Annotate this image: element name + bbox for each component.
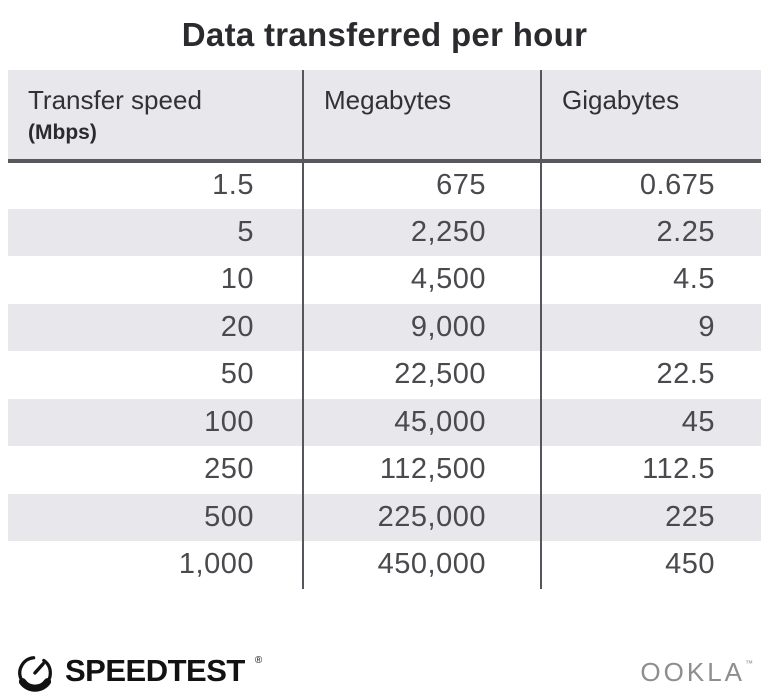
table-cell: 1,000 [178,548,254,581]
data-table: Transfer speed (Mbps) Megabytes Gigabyte… [8,70,761,589]
header-row: Transfer speed (Mbps) Megabytes Gigabyte… [8,70,761,163]
speedtest-wordmark: SPEEDTEST [65,653,245,688]
table-cell: 45,000 [302,398,541,446]
table-cell: 112.5 [540,446,761,494]
speedometer-gauge-icon [18,656,52,692]
trademark-symbol: ™ [745,659,753,668]
table-cell: 1.5 [212,169,254,202]
table-row: 500 225,000 225 [8,493,761,541]
table-cell: 10 [220,263,254,296]
column-header-label: Megabytes [324,85,452,115]
table-cell: 100 [8,398,303,446]
speedtest-logo: SPEEDTEST ® [14,650,263,692]
column-header-label: Transfer speed [28,85,202,115]
table-row: 100 45,000 45 [8,398,761,446]
table-cell: 225 [540,493,761,541]
ookla-wordmark: OOKLA [640,657,745,687]
column-header-label: Gigabytes [562,85,680,115]
column-header-gigabytes: Gigabytes [540,70,761,163]
column-header-sublabel: (Mbps) [28,121,97,144]
table-cell: 250 [204,453,254,486]
table-cell: 22,500 [302,351,541,399]
table-row: 1.5 675 0.675 [8,161,761,209]
table-cell: 45 [540,398,761,446]
table-cell: 5 [8,208,303,256]
table-cell: 4,500 [302,256,541,304]
column-header-transfer-speed: Transfer speed (Mbps) [8,70,303,163]
table-cell: 4.5 [540,256,761,304]
table-cell: 2.25 [540,208,761,256]
table-row: 1,000 450,000 450 [8,541,761,589]
table-cell: 2,250 [302,208,541,256]
table-row: 20 9,000 9 [8,303,761,351]
table-cell: 500 [8,493,303,541]
table-cell: 9 [540,303,761,351]
table-cell: 9,000 [302,303,541,351]
table-cell: 50 [220,358,254,391]
table-cell: 450,000 [302,541,541,589]
column-header-megabytes: Megabytes [302,70,541,163]
table-cell: 112,500 [302,446,541,494]
registered-trademark-symbol: ® [254,654,263,666]
table-row: 250 112,500 112.5 [8,446,761,494]
table-row: 50 22,500 22.5 [8,351,761,399]
table-row: 10 4,500 4.5 [8,256,761,304]
table-cell: 675 [302,161,541,209]
table-cell: 22.5 [540,351,761,399]
table-cell: 20 [8,303,303,351]
table-cell: 225,000 [302,493,541,541]
table-body: 1.5 675 0.675 5 2,250 2.25 10 4,500 4.5 20 9,000 9 5… [8,161,761,589]
page-title: Data transferred per hour [181,16,588,53]
table-cell: 0.675 [540,161,761,209]
table-row: 5 2,250 2.25 [8,208,761,256]
table-cell: 450 [540,541,761,589]
table-header: Transfer speed (Mbps) Megabytes Gigabyte… [8,70,761,163]
ookla-logo: OOKLA ™ [640,657,753,688]
